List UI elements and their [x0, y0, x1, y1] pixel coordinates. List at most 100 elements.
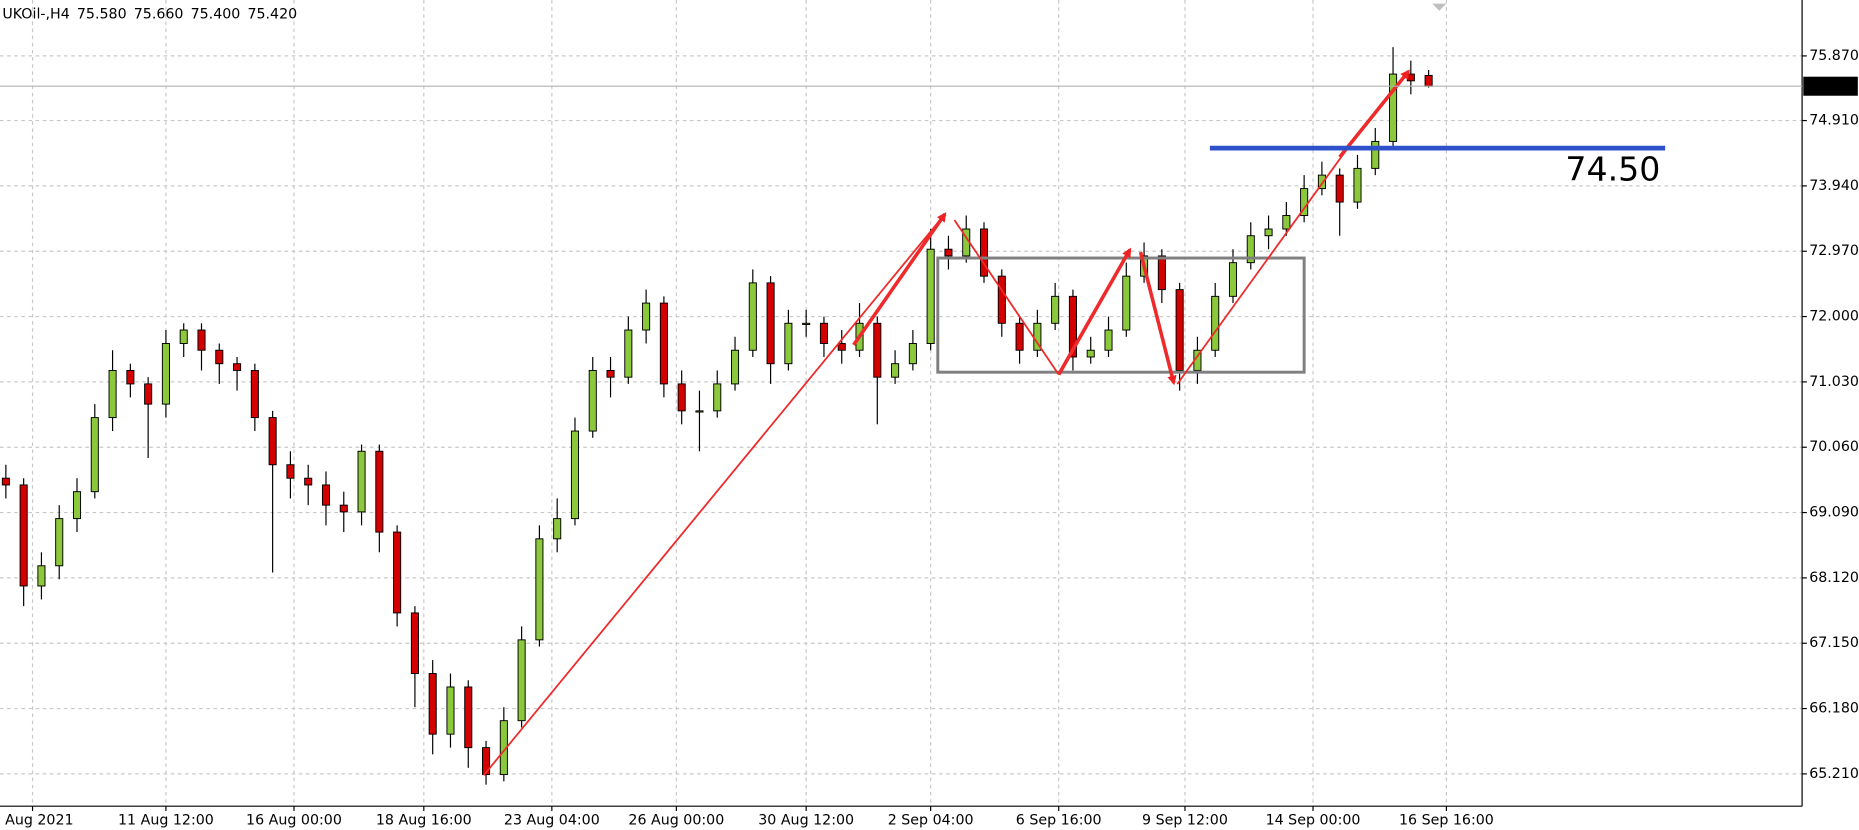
- candle-body: [784, 322, 793, 365]
- candle-body: [1424, 74, 1433, 87]
- candle-body: [1335, 174, 1344, 203]
- trend-arrow: [1338, 69, 1410, 159]
- candle-body: [570, 430, 580, 520]
- y-tick-label: 74.910: [1809, 113, 1859, 129]
- candle-body: [375, 450, 384, 533]
- candle-body: [908, 343, 917, 365]
- trend-arrow: [1057, 247, 1132, 376]
- shift-marker: [1432, 3, 1447, 11]
- candle-body: [215, 349, 224, 365]
- y-tick-label: 70.060: [1809, 439, 1859, 455]
- candle-body: [1317, 174, 1326, 190]
- candle-body: [837, 343, 846, 351]
- candle-body: [588, 369, 597, 432]
- y-tick-label: 72.970: [1809, 243, 1859, 259]
- y-tick-label: 67.150: [1809, 635, 1859, 651]
- x-tick-label: 16 Aug 00:00: [246, 812, 342, 828]
- candle-body: [233, 363, 242, 371]
- trend-arrow: [1176, 142, 1353, 385]
- x-tick-label: 30 Aug 12:00: [758, 812, 854, 828]
- y-tick-label: 71.030: [1809, 374, 1859, 390]
- candle-body: [428, 673, 437, 735]
- candle-body: [873, 322, 882, 378]
- symbol: UKOil-,H4: [2, 6, 69, 22]
- y-tick-label: 75.870: [1809, 48, 1859, 64]
- candle-body: [286, 464, 295, 479]
- candle-body: [55, 518, 64, 567]
- candle-body: [926, 248, 935, 344]
- candle-body: [126, 369, 135, 385]
- candle-body: [1246, 235, 1255, 264]
- candle-body: [642, 302, 651, 331]
- candle-body: [802, 322, 811, 325]
- candle-body: [553, 518, 562, 540]
- candle-body: [1228, 262, 1238, 297]
- trend-arrow: [483, 213, 946, 776]
- trend-arrow: [852, 212, 947, 346]
- candle-body: [393, 531, 402, 614]
- candle-body: [108, 369, 117, 419]
- candle-body: [304, 477, 313, 486]
- candle-body: [624, 329, 633, 378]
- candle-body: [695, 410, 704, 413]
- candle-body: [321, 484, 331, 506]
- y-tick-label: 73.940: [1809, 178, 1859, 194]
- x-tick-label: 18 Aug 16:00: [376, 812, 472, 828]
- candle-body: [144, 383, 153, 405]
- trend-arrow: [953, 219, 1060, 376]
- candle-body: [37, 565, 46, 587]
- candle-body: [1389, 73, 1398, 142]
- candle-body: [1282, 215, 1291, 230]
- candle-body: [944, 248, 953, 257]
- candle-body: [482, 747, 491, 776]
- candle-body: [72, 491, 82, 520]
- candle-body: [1, 477, 10, 486]
- candle-body: [1353, 167, 1362, 203]
- y-tick-label: 72.000: [1809, 309, 1859, 325]
- candle-body: [766, 282, 775, 365]
- candle-body: [819, 322, 828, 344]
- header-value: 75.400: [191, 6, 241, 22]
- candle-body: [730, 349, 740, 385]
- candle-body: [339, 504, 348, 513]
- candle-body: [979, 228, 989, 277]
- y-tick-label: 69.090: [1809, 505, 1859, 521]
- candle-body: [410, 612, 419, 675]
- x-tick-label: 14 Sep 00:00: [1266, 812, 1361, 828]
- candle-body: [1175, 289, 1184, 371]
- y-tick-label: 65.210: [1809, 766, 1859, 782]
- candle-body: [357, 450, 366, 513]
- candle-body: [1068, 295, 1077, 358]
- level-label: 74.50: [1565, 149, 1660, 188]
- trend-arrow: [1138, 251, 1177, 386]
- candle-body: [1104, 329, 1113, 351]
- x-tick-label: 3 Aug 2021: [0, 812, 74, 828]
- candle-body: [997, 275, 1006, 324]
- y-tick-label: 68.120: [1809, 570, 1859, 586]
- x-tick-label: 23 Aug 04:00: [504, 812, 600, 828]
- candle-body: [179, 329, 188, 344]
- candle-body: [1211, 295, 1220, 351]
- candle-body: [517, 639, 526, 722]
- annotations: [483, 3, 1447, 776]
- candle-body: [268, 417, 277, 466]
- x-tick-label: 9 Sep 12:00: [1142, 812, 1228, 828]
- x-tick-label: 11 Aug 12:00: [118, 812, 214, 828]
- x-tick-label: 16 Sep 16:00: [1399, 812, 1494, 828]
- header-value: 75.420: [247, 6, 297, 22]
- candle-body: [748, 282, 757, 351]
- candle-body: [1406, 73, 1415, 82]
- candle-body: [1086, 349, 1095, 358]
- y-tick-label: 66.180: [1809, 701, 1859, 717]
- candle-body: [446, 686, 455, 735]
- grid: [0, 0, 1803, 807]
- candle-body: [1015, 322, 1024, 351]
- candle-body: [659, 302, 668, 385]
- range-box: [936, 256, 1306, 374]
- price-box: [1803, 76, 1858, 96]
- x-tick-label: 26 Aug 00:00: [628, 812, 724, 828]
- candle-body: [535, 538, 544, 641]
- candle-body: [197, 329, 206, 351]
